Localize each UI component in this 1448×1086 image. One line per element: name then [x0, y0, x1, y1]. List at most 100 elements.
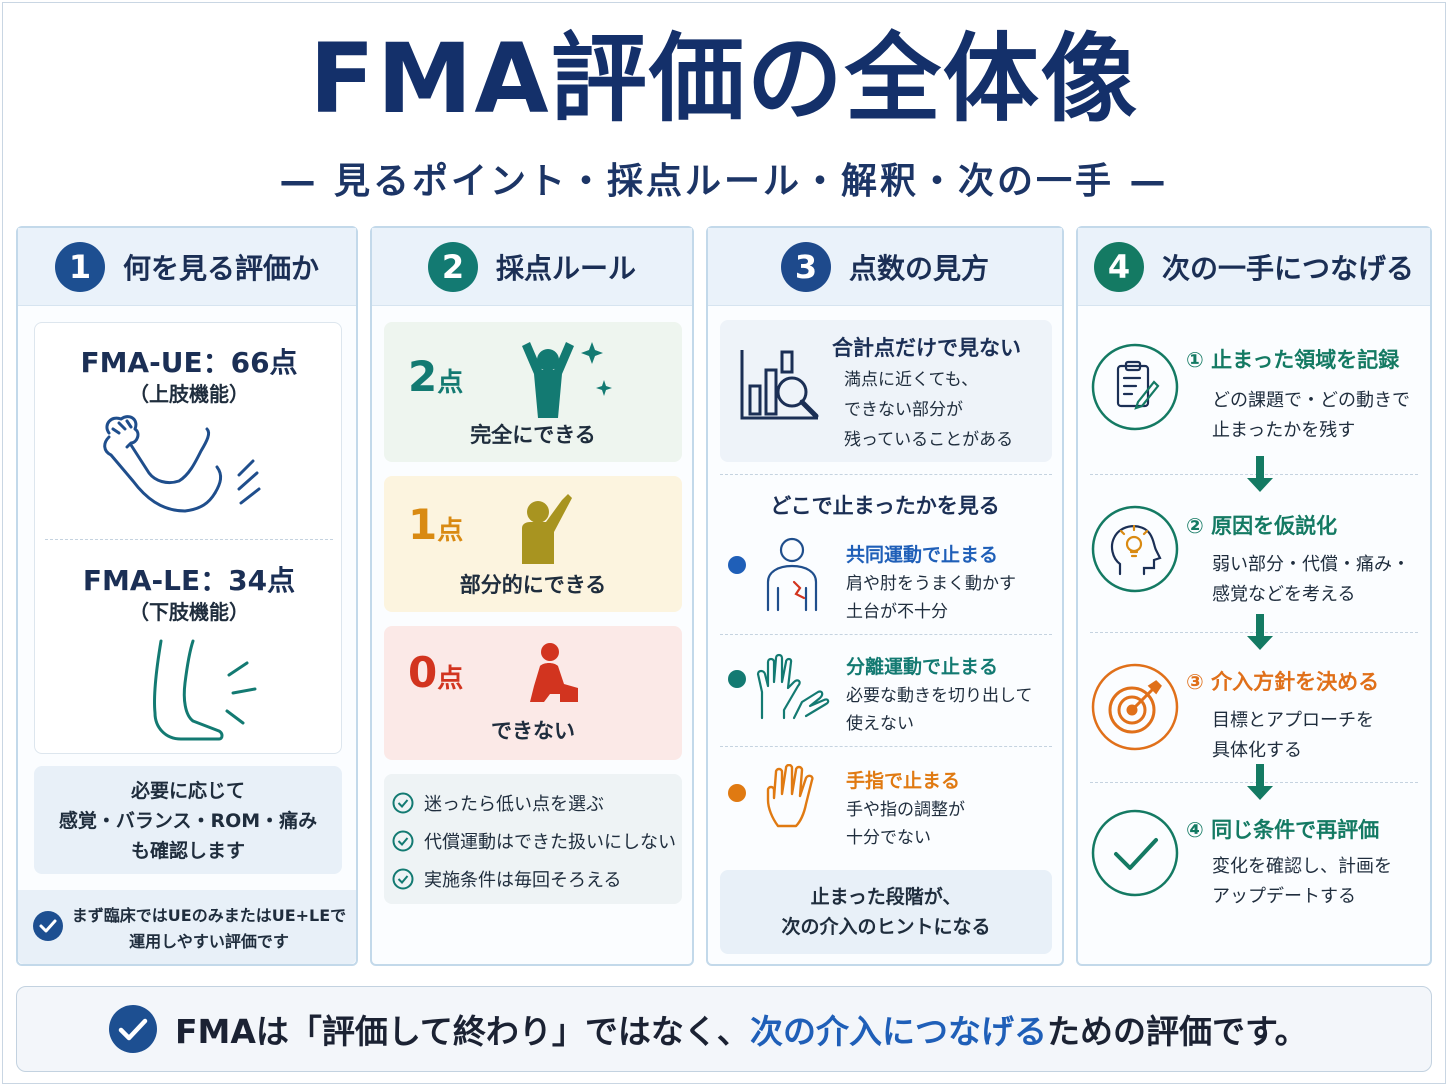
note-line: 必要に応じて	[130, 780, 245, 802]
hint-line: 次の介入のヒントになる	[781, 916, 991, 938]
column-heading: 採点ルール	[495, 251, 636, 285]
step-title: ② 原因を仮説化	[1186, 514, 1338, 538]
step-line: 止まったかを残す	[1212, 420, 1356, 441]
stop-category-line: 土台が不十分	[846, 602, 948, 622]
step-line: 感覚などを考える	[1212, 584, 1356, 605]
person-cheer-icon	[522, 342, 612, 418]
column-header: 3 点数の見方	[708, 228, 1062, 306]
stop-category-title: 共同運動で止まる	[846, 544, 999, 566]
step-number-badge: 2	[427, 241, 478, 292]
column-heading: 点数の見方	[848, 251, 989, 285]
step-title: ③ 介入方針を決める	[1186, 670, 1380, 694]
stop-category-line: 必要な動きを切り出して	[846, 686, 1033, 706]
where-stopped-title: どこで止まったかを見る	[770, 494, 1000, 518]
additional-checks-note: 必要に応じて 感覚・バランス・ROM・痛み も確認します	[34, 766, 342, 874]
hands-icon	[756, 653, 830, 720]
total-score-card: 合計点だけで見ない 満点に近くても、 できない部分が 残っていることがある	[720, 320, 1052, 462]
step-line: 目標とアプローチを	[1212, 710, 1374, 731]
stop-category-line: 手や指の調整が	[846, 800, 965, 820]
step-line: どの課題で・どの動きで	[1212, 390, 1410, 411]
step-number-badge: 4	[1093, 241, 1144, 292]
chart-magnifier-icon	[740, 350, 819, 420]
total-score-title: 合計点だけで見ない	[832, 336, 1021, 360]
check-circle-icon	[1091, 809, 1179, 897]
score-label: 部分的にできる	[459, 573, 607, 597]
ue-subtitle: （上肢機能）	[129, 382, 249, 406]
summary-text: FMAは「評価して終わり」ではなく、次の介入につなげるための評価です。	[175, 1012, 1308, 1051]
step-divider	[1090, 632, 1418, 633]
section-divider	[720, 746, 1052, 747]
step-line: アップデートする	[1212, 886, 1356, 907]
section-divider	[720, 634, 1052, 635]
step-title: ① 止まった領域を記録	[1186, 348, 1400, 372]
total-score-line: 残っていることがある	[844, 430, 1014, 450]
total-score-line: できない部分が	[844, 400, 963, 420]
step-divider	[1090, 782, 1418, 783]
step-title: ④ 同じ条件で再評価	[1186, 818, 1380, 842]
column-what-to-assess: 1 何を見る評価か FMA-UE：66点 （上肢機能） FMA-LE：34点 （…	[16, 226, 358, 966]
le-subtitle: （下肢機能）	[129, 600, 249, 624]
hint-line: 止まった段階が、	[810, 886, 962, 908]
step-number-badge: 3	[780, 241, 831, 292]
score-value: 2点	[408, 352, 464, 401]
arm-icon	[103, 415, 261, 513]
le-title: FMA-LE：34点	[82, 564, 296, 597]
page-title: FMA評価の全体像	[309, 23, 1139, 135]
stop-category-line: 十分でない	[846, 828, 931, 848]
target-icon	[1091, 663, 1179, 751]
step-number-badge: 1	[54, 241, 105, 292]
column-scoring-rules: 2 採点ルール 2点 完全にできる 1点 部分的にできる 0点	[370, 226, 694, 966]
column-header: 2 採点ルール	[372, 228, 692, 306]
step-line: 変化を確認し、計画を	[1212, 856, 1392, 877]
check-circle-icon	[392, 792, 414, 814]
column-score-interpretation: 3 点数の見方 合計点だけで見ない 満点に近くても、 できない部分が 残っている…	[706, 226, 1064, 966]
down-arrow-icon	[1247, 764, 1273, 800]
summary-banner: FMAは「評価して終わり」ではなく、次の介入につなげるための評価です。	[16, 986, 1432, 1072]
total-score-line: 満点に近くても、	[844, 370, 979, 390]
column-header: 4 次の一手につなげる	[1078, 228, 1430, 306]
scoring-tips: 迷ったら低い点を選ぶ 代償運動はできた扱いにしない 実施条件は毎回そろえる	[384, 774, 682, 904]
page-subtitle: — 見るポイント・採点ルール・解釈・次の一手 —	[279, 161, 1169, 202]
hand-icon	[766, 764, 814, 828]
check-circle-icon	[392, 830, 414, 852]
person-reach-icon	[522, 494, 572, 564]
column-next-step: 4 次の一手につなげる ① 止まった領域を記録 どの課題で・どの動きで 止まった…	[1076, 226, 1432, 966]
stop-category-title: 手指で止まる	[846, 770, 961, 792]
score-1-card: 1点 部分的にできる	[384, 476, 682, 612]
person-sit-icon	[530, 643, 578, 702]
section-divider	[720, 474, 1052, 475]
stop-category-line: 肩や肘をうまく動かす	[846, 574, 1016, 594]
person-shoulder-icon	[766, 537, 818, 612]
category-dot	[728, 670, 746, 688]
score-2-card: 2点 完全にできる	[384, 322, 682, 462]
tip-row: 代償運動はできた扱いにしない	[392, 822, 682, 860]
column-header: 1 何を見る評価か	[18, 228, 356, 306]
category-dot	[728, 784, 746, 802]
step-line: 具体化する	[1212, 740, 1302, 761]
tip-row: 迷ったら低い点を選ぶ	[392, 784, 682, 822]
note-line: 感覚・バランス・ROM・痛み	[58, 810, 318, 832]
check-circle-icon	[392, 868, 414, 890]
score-0-card: 0点 できない	[384, 626, 682, 760]
usage-line: 運用しやすい評価です	[129, 932, 289, 951]
step-divider	[1090, 474, 1418, 475]
clinical-usage-note: まず臨床ではUEのみまたはUE+LEで 運用しやすい評価です	[18, 890, 356, 964]
stop-category-line: 使えない	[846, 714, 914, 734]
check-circle-icon	[109, 1005, 157, 1053]
ue-title: FMA-UE：66点	[80, 346, 298, 379]
leg-icon	[152, 639, 257, 741]
card-divider	[45, 539, 333, 540]
column-heading: 何を見る評価か	[122, 251, 319, 285]
down-arrow-icon	[1247, 614, 1273, 650]
score-label: 完全にできる	[470, 423, 596, 447]
category-dot	[728, 556, 746, 574]
step-line: 弱い部分・代償・痛み・	[1212, 554, 1410, 575]
stage-hint-note: 止まった段階が、 次の介入のヒントになる	[720, 870, 1052, 954]
down-arrow-icon	[1247, 456, 1273, 492]
column-heading: 次の一手につなげる	[1161, 251, 1414, 285]
head-bulb-icon	[1091, 505, 1179, 593]
tip-row: 実施条件は毎回そろえる	[392, 860, 682, 898]
score-value: 0点	[408, 648, 464, 697]
check-circle-icon	[33, 911, 63, 941]
